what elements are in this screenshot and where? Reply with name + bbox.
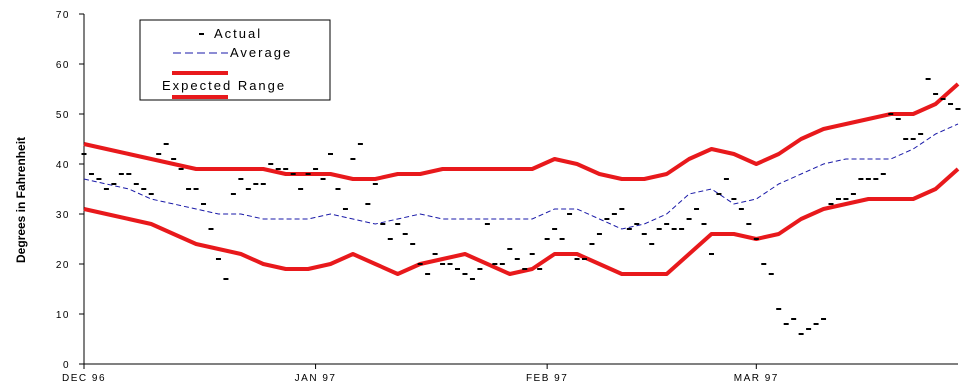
y-tick-label: 70 xyxy=(56,10,70,21)
legend-range-label: Expected Range xyxy=(162,78,286,93)
y-tick-label: 30 xyxy=(56,210,70,221)
expected-range-line xyxy=(83,82,960,181)
x-tick-label: DEC 96 xyxy=(62,373,106,384)
legend-actual-label: Actual xyxy=(214,26,262,41)
x-tick-label: MAR 97 xyxy=(734,373,779,384)
y-tick-label: 40 xyxy=(56,160,70,171)
legend-average-label: Average xyxy=(230,45,292,60)
legend-box xyxy=(139,19,331,101)
y-tick-label: 0 xyxy=(63,360,70,371)
average-line xyxy=(83,123,959,230)
y-axis-label: Degrees in Fahrenheit xyxy=(14,137,28,263)
axes: 0 10 20 30 40 50 60 70 DEC 96 JAN 97 FEB 97 MAR 97 xyxy=(56,10,958,384)
actual-points xyxy=(81,78,961,335)
x-tick-label: FEB 97 xyxy=(526,373,568,384)
legend: Actual Average Expected Range xyxy=(139,19,331,101)
expected-range-lines xyxy=(83,82,960,276)
y-tick-label: 10 xyxy=(56,310,70,321)
y-tick-label: 50 xyxy=(56,110,70,121)
average-line-path xyxy=(83,123,959,230)
y-tick-label: 60 xyxy=(56,60,70,71)
expected-range-line xyxy=(83,167,960,276)
x-tick-label: JAN 97 xyxy=(295,373,337,384)
y-tick-label: 20 xyxy=(56,260,70,271)
